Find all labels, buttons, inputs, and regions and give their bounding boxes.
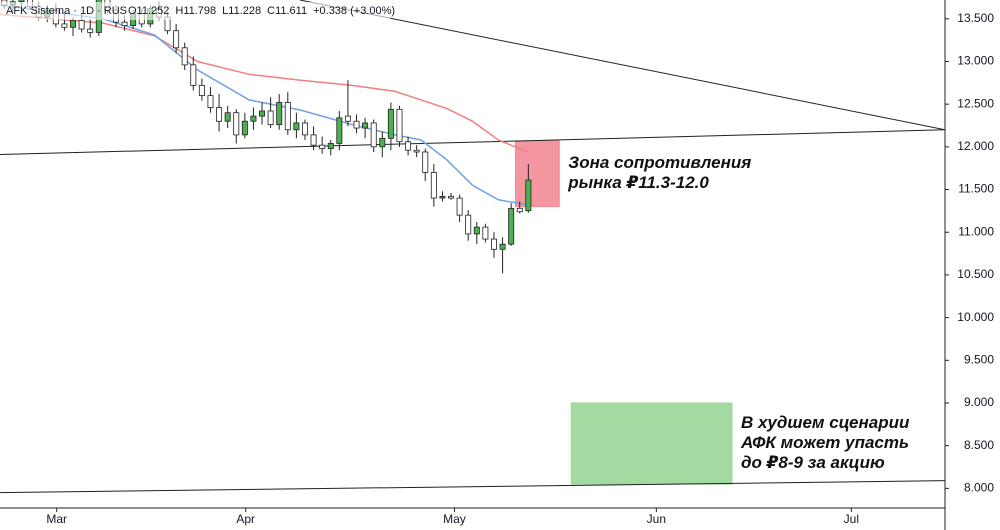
candle-body: [439, 195, 446, 199]
candle-body: [353, 120, 360, 129]
annotation: рынка ₽11.3-12.0: [567, 173, 709, 192]
moving-average: [0, 13, 529, 153]
candle-body: [516, 207, 523, 213]
plot-area: [0, 0, 945, 494]
x-tick-label: Apr: [236, 512, 255, 526]
annotation: В худшем сценарии: [741, 413, 910, 432]
candle-body: [207, 95, 214, 108]
candle-body: [224, 112, 231, 122]
candle-body: [430, 172, 437, 199]
candle-body: [525, 179, 532, 212]
candle-body: [456, 197, 463, 216]
candle-body: [87, 28, 94, 33]
candle-body: [216, 107, 223, 122]
candle-body: [362, 122, 369, 129]
x-tick-label: May: [443, 512, 466, 526]
y-tick-label: 11.000: [958, 224, 994, 238]
candle-body: [396, 108, 403, 143]
candle-body: [344, 115, 351, 122]
candle-body: [499, 243, 506, 250]
candle-body: [327, 143, 334, 149]
annotation: АФК может упасть: [740, 433, 909, 452]
candle-body: [267, 110, 274, 126]
y-tick-label: 9.500: [964, 352, 994, 366]
y-tick-label: 12.000: [957, 139, 994, 153]
trend-line: [0, 480, 945, 494]
symbol-label: AFK Sistema · 1D · RUS: [6, 5, 127, 17]
ohlc-label: +0.338 (+3.00%): [313, 5, 395, 17]
candle-body: [293, 122, 300, 131]
annotation: до ₽8-9 за акцию: [741, 453, 885, 472]
candle-body: [78, 20, 85, 30]
zone: [514, 140, 560, 208]
candle-body: [319, 144, 326, 149]
candle-body: [241, 120, 248, 136]
candle-body: [284, 102, 291, 131]
candle-body: [413, 149, 420, 153]
legend-bg: [0, 2, 390, 20]
y-tick-label: 13.000: [957, 54, 994, 68]
candle-body: [259, 110, 266, 117]
moving-average: [0, 4, 529, 206]
candle-body: [336, 117, 343, 144]
x-tick-label: Jul: [844, 512, 859, 526]
y-tick-label: 10.500: [957, 267, 994, 281]
y-tick-label: 8.000: [964, 481, 994, 495]
x-tick-label: Jun: [647, 512, 666, 526]
y-tick-label: 12.500: [957, 96, 994, 110]
candle-body: [301, 122, 308, 136]
candle-body: [250, 115, 257, 122]
trend-line: [0, 129, 945, 156]
annotation: Зона сопротивления: [568, 153, 751, 172]
y-tick-label: 13.500: [957, 11, 994, 25]
candle-body: [405, 141, 412, 151]
y-tick-label: 11.500: [958, 182, 994, 196]
candle-body: [465, 214, 472, 235]
candle-body: [121, 21, 128, 27]
trend-line: [299, 0, 945, 131]
y-tick-label: 8.500: [964, 438, 994, 452]
candle-body: [310, 134, 317, 146]
candle-body: [379, 137, 386, 148]
candle-body: [387, 108, 394, 139]
ohlc-label: H11.798: [175, 5, 216, 17]
candle-body: [181, 47, 188, 66]
ohlc-label: O11.252: [128, 5, 169, 17]
zone: [570, 402, 733, 485]
ohlc-label: L11.228: [222, 5, 261, 17]
candle-body: [490, 238, 497, 250]
candle-body: [190, 64, 197, 86]
candle-body: [508, 207, 515, 245]
candle-body: [18, 0, 25, 3]
candle-body: [370, 122, 377, 148]
x-tick-label: Mar: [46, 512, 67, 526]
candle-body: [198, 84, 205, 97]
candle-body: [422, 151, 429, 173]
candle-body: [173, 30, 180, 49]
candle-body: [61, 23, 68, 28]
candle-body: [276, 102, 283, 126]
candle-body: [482, 226, 489, 240]
candle-body: [448, 195, 455, 199]
candle-body: [70, 20, 77, 28]
y-tick-label: 9.000: [964, 395, 994, 409]
ohlc-label: C11.611: [267, 5, 307, 17]
candle-body: [473, 226, 480, 235]
candle-body: [233, 112, 240, 136]
y-tick-label: 10.000: [957, 310, 994, 324]
